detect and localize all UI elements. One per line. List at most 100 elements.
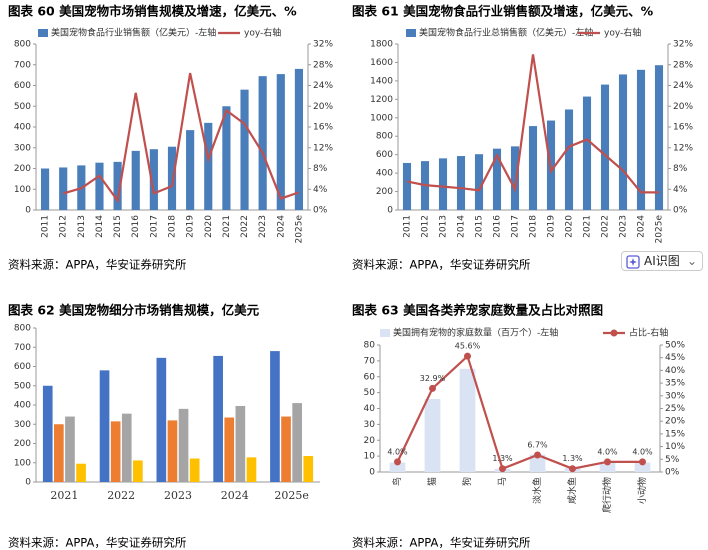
chart-title: 图表 60 美国宠物市场销售规模及增速，亿美元、% [8, 4, 297, 19]
bar [281, 416, 291, 482]
marker [639, 458, 646, 466]
y-tick-label: 50 [364, 388, 376, 398]
legend-label: 占比-右轴 [629, 327, 668, 339]
x-tick-label: 2014 [95, 215, 105, 238]
bar [95, 162, 104, 210]
x-tick-label: 2021 [50, 489, 78, 502]
y2-tick-label: 12% [673, 143, 693, 153]
bar [213, 355, 223, 482]
x-tick-label: 淡水鱼 [531, 477, 543, 504]
source-note: 资料来源：APPA，华安证券研究所 [352, 258, 531, 272]
bar [99, 370, 110, 482]
legend-label: 美国拥有宠物的家庭数量（百万个）-左轴 [393, 327, 558, 339]
marker [429, 384, 436, 392]
y-tick-label: 600 [14, 362, 31, 372]
x-tick-label: 2022 [107, 489, 135, 502]
y-tick-label: 30 [364, 420, 376, 430]
bar [178, 408, 189, 482]
x-tick-label: 2017 [149, 215, 159, 238]
x-tick-label: 2014 [457, 215, 467, 238]
y-tick-label: 600 [376, 150, 393, 160]
y2-tick-label: 32% [673, 40, 693, 50]
y-tick-label: 200 [14, 164, 31, 174]
y-tick-label: 800 [376, 132, 393, 142]
y2-tick-label: 16% [673, 123, 693, 133]
bar [582, 96, 592, 210]
y-tick-label: 600 [14, 81, 31, 91]
x-tick-label: 鸟 [391, 477, 403, 486]
y2-tick-label: 20% [313, 102, 333, 112]
x-tick-label: 2018 [168, 215, 178, 238]
bar [121, 413, 132, 482]
data-label: 45.6% [455, 342, 481, 351]
data-label: 4.0% [597, 447, 618, 456]
bar [186, 130, 195, 210]
y2-tick-label: 0% [313, 206, 328, 216]
marker [604, 458, 611, 466]
y2-tick-label: 35% [665, 379, 685, 389]
x-tick-label: 2018 [529, 215, 539, 238]
bar [634, 462, 651, 472]
marker [534, 451, 541, 459]
bar [222, 106, 231, 210]
y-tick-label: 80 [364, 341, 376, 351]
bar [258, 76, 267, 210]
marker [569, 465, 576, 473]
y-tick-label: 400 [14, 401, 31, 411]
bar [600, 84, 610, 210]
y2-tick-label: 25% [665, 404, 685, 414]
bar [59, 167, 68, 210]
source-note: 资料来源：APPA，华安证券研究所 [8, 536, 187, 550]
bar [564, 109, 574, 210]
x-tick-label: 2023 [258, 215, 268, 238]
bar [292, 403, 302, 482]
y-tick-label: 0 [25, 478, 31, 488]
bar [456, 156, 466, 210]
x-tick-label: 狗 [461, 477, 473, 486]
bar [303, 456, 314, 482]
x-tick-label: 2023 [164, 489, 192, 502]
line [62, 72, 300, 204]
y2-tick-label: 50% [665, 341, 685, 351]
bar [402, 162, 412, 210]
x-tick-label: 2025e [274, 489, 309, 502]
bar [110, 421, 121, 482]
legend-marker [610, 329, 618, 337]
y-tick-label: 0 [387, 206, 393, 216]
y2-tick-label: 10% [665, 442, 685, 452]
y-tick-label: 300 [14, 143, 31, 153]
x-tick-label: 2015 [475, 215, 485, 238]
y2-tick-label: 8% [673, 164, 688, 174]
y-tick-label: 1200 [370, 95, 393, 105]
bar [529, 454, 546, 472]
y-tick-label: 200 [14, 439, 31, 449]
bar [240, 89, 249, 210]
y2-tick-label: 4% [313, 185, 328, 195]
y-tick-label: 700 [14, 60, 31, 70]
bar [131, 150, 140, 210]
y2-tick-label: 12% [313, 143, 333, 153]
y-tick-label: 800 [14, 324, 31, 334]
x-tick-label: 2022 [601, 215, 611, 238]
bar [599, 462, 616, 472]
x-tick-label: 2013 [77, 215, 87, 238]
legend-label: yoy-右轴 [604, 27, 641, 39]
marker [499, 465, 506, 473]
x-tick-label: 小动物 [636, 477, 648, 504]
y-tick-label: 100 [14, 458, 31, 468]
legend-swatch [380, 329, 390, 337]
y-tick-label: 10 [364, 452, 376, 462]
bar [149, 149, 158, 210]
bar [167, 146, 177, 210]
y2-tick-label: 8% [313, 164, 328, 174]
x-tick-label: 2024 [276, 215, 286, 238]
legend-label: 美国宠物食品行业总销售额（亿美元）-左轴 [419, 27, 593, 39]
bar [474, 154, 484, 210]
bar [492, 148, 502, 210]
y2-tick-label: 4% [673, 185, 688, 195]
bar [167, 420, 178, 482]
y-tick-label: 200 [376, 187, 393, 197]
ai-label: AI识图 [644, 254, 680, 268]
ai-button[interactable]: AI识图 ⌄ [621, 251, 703, 271]
x-tick-label: 2024 [637, 215, 647, 238]
